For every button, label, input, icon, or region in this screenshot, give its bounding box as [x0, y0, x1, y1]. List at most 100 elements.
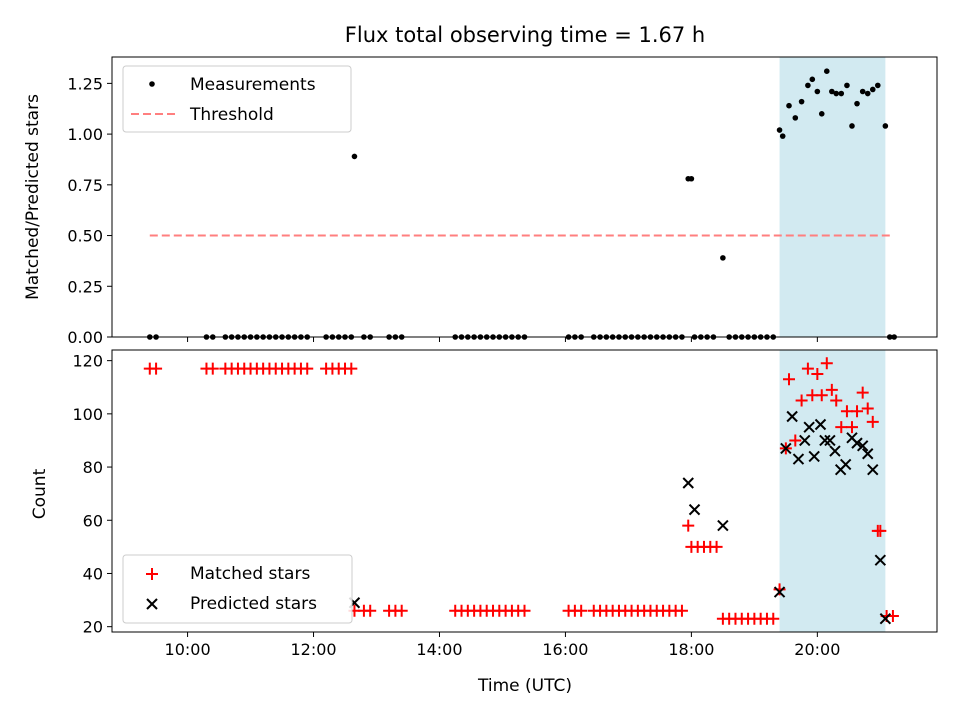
measurement-point [805, 82, 811, 89]
predicted-point [682, 477, 694, 489]
y-tick-label: 80 [83, 458, 103, 477]
measurement-point [859, 88, 866, 95]
legend-matched-label: Matched stars [190, 564, 310, 584]
predicted-point [688, 503, 701, 516]
x-tick-label: 18:00 [668, 640, 714, 659]
matched-point [395, 604, 408, 617]
panel-bottom-shade [779, 350, 886, 632]
measurement-point [864, 90, 871, 97]
predicted-point [773, 586, 786, 598]
predicted-point [780, 442, 792, 455]
predicted-point [824, 434, 836, 447]
matched-point [861, 402, 874, 415]
matched-point [206, 362, 219, 375]
bottom-ylabel: Count [30, 468, 50, 519]
matched-point [783, 373, 796, 386]
legend-measurements-label: Measurements [190, 75, 316, 95]
predicted-point [814, 418, 827, 431]
predicted-point [829, 445, 841, 457]
measurement-point [869, 86, 876, 93]
measurement-point [844, 82, 850, 89]
bottom-axes: 20 40 60 80 100 120 10:00 12:00 14:00 16:00 18:00 2… [72, 352, 840, 659]
predicted-point [803, 421, 815, 433]
y-tick-label: 60 [83, 511, 103, 530]
predicted-point [799, 434, 811, 447]
top-legend: Measurements Threshold [122, 65, 352, 133]
measurement-point [823, 68, 830, 75]
predicted-point [792, 453, 805, 465]
measurement-point [833, 90, 840, 97]
measurement-point [838, 90, 845, 97]
x-tick-label: 10:00 [165, 640, 211, 659]
predicted-point [839, 458, 852, 471]
measurement-point [854, 100, 860, 107]
matched-point [795, 394, 808, 407]
y-tick-label: 120 [72, 352, 103, 371]
matched-point [767, 612, 780, 625]
matched-point [830, 394, 843, 407]
y-tick-label: 100 [72, 405, 103, 424]
predicted-point [862, 448, 874, 460]
measurement-point [779, 133, 786, 139]
panel-bottom-frame [111, 349, 938, 633]
measurement-point [814, 88, 821, 95]
bottom-legend-box [122, 554, 353, 624]
matched-point [820, 357, 833, 370]
measurement-point [809, 76, 816, 83]
matched-point [710, 540, 723, 553]
matched-point [856, 386, 869, 399]
matched-point [815, 389, 828, 402]
y-tick-label: 0.50 [67, 227, 103, 246]
matched-point [825, 383, 838, 396]
measurement-point [829, 88, 835, 95]
measurement-point [818, 111, 825, 117]
bottom-legend: Matched stars Predicted stars [122, 554, 353, 624]
legend-predicted-label: Predicted stars [190, 594, 317, 614]
matched-point [866, 415, 879, 428]
measurement-point [688, 175, 695, 182]
measurement-point [798, 98, 805, 105]
panel-top: 0.00 0.25 0.50 0.75 1.00 1.25 Matched/Predict… [23, 56, 938, 347]
top-legend-box [122, 65, 352, 133]
y-tick-label: 1.25 [67, 74, 103, 93]
panel-top-frame [111, 56, 938, 338]
measurement-point [875, 82, 881, 89]
measurement-point [720, 255, 726, 261]
matched-point [851, 405, 864, 418]
matched-point [682, 519, 695, 532]
legend-threshold-label: Threshold [189, 105, 274, 125]
matched-point [811, 367, 824, 380]
x-axis-label: Time (UTC) [477, 676, 572, 696]
matched-point [518, 604, 531, 617]
top-axes: 0.00 0.25 0.50 0.75 1.00 1.25 [67, 74, 818, 347]
matched-point [364, 604, 377, 617]
matched-point [840, 405, 853, 418]
matched-point [845, 421, 858, 434]
legend-matched-marker [146, 568, 158, 580]
matched-point [301, 362, 314, 375]
matched-point [675, 604, 688, 617]
predicted-point [851, 437, 863, 449]
bottom-marks [143, 357, 899, 625]
matched-point [874, 524, 887, 537]
chart-title: Flux total observing time = 1.67 h [345, 23, 705, 47]
x-tick-label: 20:00 [794, 640, 840, 659]
panel-bottom: 20 40 60 80 100 120 10:00 12:00 14:00 16:00 18:00 2… [30, 349, 938, 696]
predicted-point [867, 464, 879, 476]
x-tick-label: 12:00 [290, 640, 336, 659]
y-tick-label: 1.00 [67, 125, 103, 144]
measurement-point [792, 115, 799, 121]
matched-point [345, 362, 358, 375]
predicted-point [819, 434, 831, 447]
measurement-point [786, 102, 792, 109]
y-tick-label: 0.75 [67, 176, 103, 195]
y-tick-label: 0.00 [67, 328, 103, 347]
x-tick-label: 14:00 [416, 640, 462, 659]
top-ylabel: Matched/Predicted stars [23, 94, 43, 300]
measurement-point [849, 123, 855, 129]
y-tick-label: 0.25 [67, 277, 103, 296]
predicted-point [808, 450, 820, 463]
y-tick-label: 20 [83, 618, 103, 637]
matched-point [801, 362, 814, 375]
